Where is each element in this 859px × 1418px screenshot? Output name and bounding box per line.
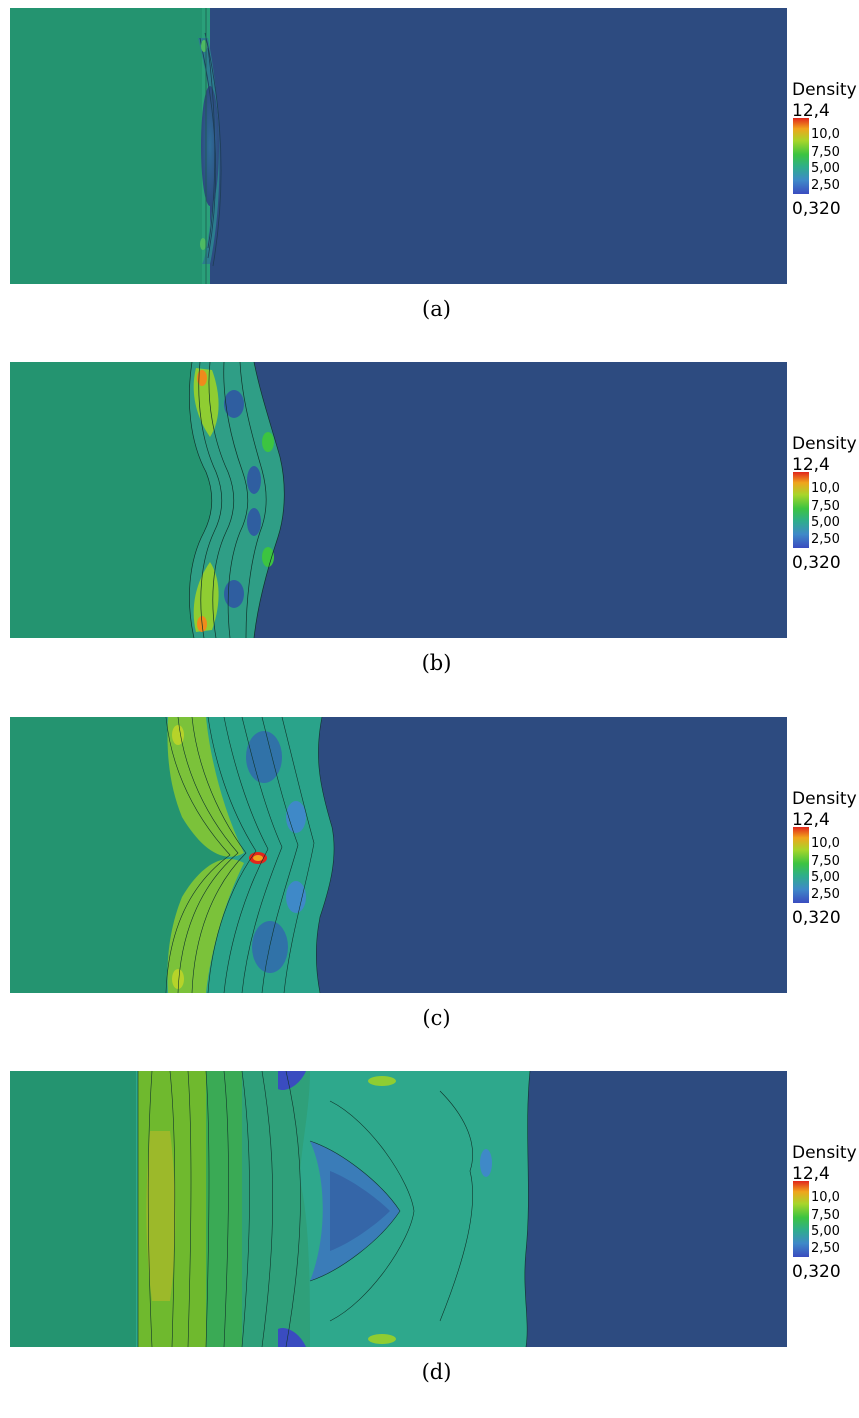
density-field-plot	[10, 1071, 787, 1347]
density-field-image	[10, 362, 787, 638]
panel-caption: (b)	[421, 651, 452, 675]
colorbar-title: Density	[792, 434, 857, 454]
panel-caption: (c)	[422, 1006, 451, 1030]
density-colorbar: Density 12,4 10,0 7,50 5,00 2,50 0,320	[792, 789, 859, 929]
density-colorbar: Density 12,4 10,0 7,50 5,00 2,50 0,320	[792, 80, 859, 220]
colorbar-tick: 5,00	[811, 870, 840, 885]
colorbar-tick: 5,00	[811, 1224, 840, 1239]
colorbar-min-label: 0,320	[792, 199, 841, 219]
colorbar-title: Density	[792, 1143, 857, 1163]
colorbar-tick: 7,50	[811, 145, 840, 160]
density-colorbar: Density 12,4 10,0 7,50 5,00 2,50 0,320	[792, 1143, 859, 1283]
panel-b: Density 12,4 10,0 7,50 5,00 2,50 0,320 (…	[0, 354, 859, 709]
colorbar-tick: 10,0	[811, 481, 840, 496]
colorbar-title: Density	[792, 80, 857, 100]
density-field-image	[10, 1071, 787, 1347]
panel-caption: (d)	[421, 1360, 452, 1384]
colorbar-tick: 2,50	[811, 532, 840, 547]
colorbar-tick: 7,50	[811, 854, 840, 869]
colorbar-tick: 10,0	[811, 127, 840, 142]
density-field-plot	[10, 717, 787, 993]
density-field-image	[10, 717, 787, 993]
colorbar-max-label: 12,4	[792, 810, 830, 830]
density-colorbar: Density 12,4 10,0 7,50 5,00 2,50 0,320	[792, 434, 859, 574]
density-field-image	[10, 8, 787, 284]
panel-c: Density 12,4 10,0 7,50 5,00 2,50 0,320 (…	[0, 709, 859, 1064]
colorbar-min-label: 0,320	[792, 1262, 841, 1282]
colorbar-title: Density	[792, 789, 857, 809]
colorbar-tick: 2,50	[811, 887, 840, 902]
colorbar-gradient	[793, 118, 809, 194]
colorbar-tick: 5,00	[811, 161, 840, 176]
colorbar-tick: 5,00	[811, 515, 840, 530]
colorbar-gradient	[793, 472, 809, 548]
panel-a: Density 12,4 10,0 7,50 5,00 2,50 0,320 (…	[0, 0, 859, 355]
colorbar-max-label: 12,4	[792, 101, 830, 121]
colorbar-tick: 7,50	[811, 499, 840, 514]
colorbar-tick: 2,50	[811, 1241, 840, 1256]
panel-caption: (a)	[422, 297, 451, 321]
density-field-plot	[10, 362, 787, 638]
colorbar-max-label: 12,4	[792, 455, 830, 475]
colorbar-max-label: 12,4	[792, 1164, 830, 1184]
colorbar-tick: 10,0	[811, 1190, 840, 1205]
density-field-plot	[10, 8, 787, 284]
colorbar-gradient	[793, 827, 809, 903]
colorbar-tick: 7,50	[811, 1208, 840, 1223]
colorbar-min-label: 0,320	[792, 908, 841, 928]
colorbar-tick: 10,0	[811, 836, 840, 851]
colorbar-min-label: 0,320	[792, 553, 841, 573]
panel-d: Density 12,4 10,0 7,50 5,00 2,50 0,320 (…	[0, 1063, 859, 1418]
colorbar-tick: 2,50	[811, 178, 840, 193]
colorbar-gradient	[793, 1181, 809, 1257]
